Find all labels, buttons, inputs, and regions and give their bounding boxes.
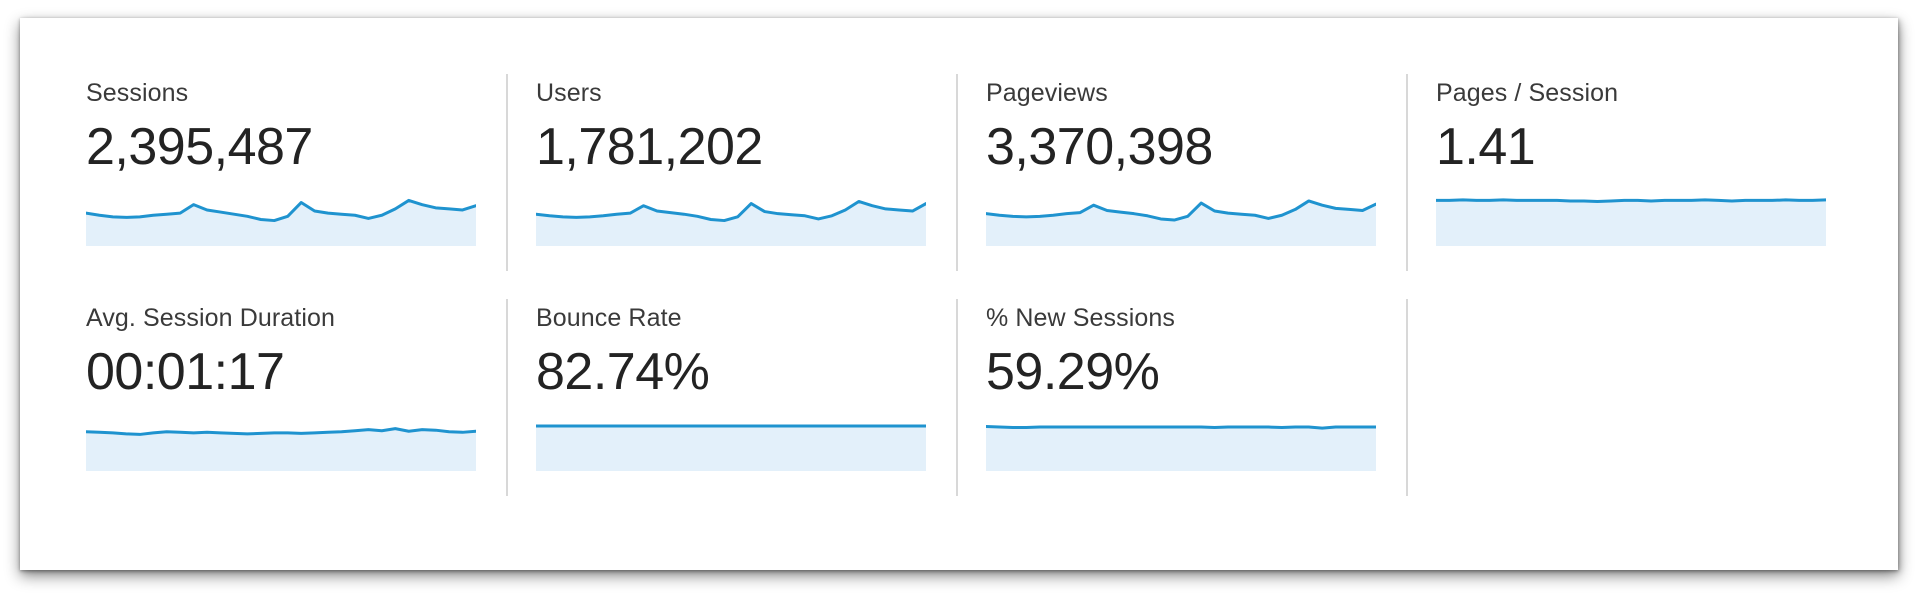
metric-card-sessions[interactable]: Sessions 2,395,487 [56,60,506,285]
metric-card-avg-session-duration[interactable]: Avg. Session Duration 00:01:17 [56,285,506,510]
metric-value: 00:01:17 [86,343,285,401]
metric-card-percent-new-sessions[interactable]: % New Sessions 59.29% [956,285,1406,510]
sparkline-chart [1436,190,1826,246]
metric-card-pages-per-session[interactable]: Pages / Session 1.41 [1406,60,1856,285]
metric-value: 82.74% [536,343,710,401]
metric-label: Bounce Rate [536,304,682,332]
sparkline-chart [986,190,1376,246]
sparkline-chart [86,190,476,246]
metric-value: 59.29% [986,343,1160,401]
metric-value: 1.41 [1436,118,1536,176]
metric-card-empty-slot [1406,285,1856,510]
metric-card-pageviews[interactable]: Pageviews 3,370,398 [956,60,1406,285]
metric-value: 1,781,202 [536,118,763,176]
metric-value: 3,370,398 [986,118,1213,176]
metric-card-bounce-rate[interactable]: Bounce Rate 82.74% [506,285,956,510]
metric-label: Avg. Session Duration [86,304,335,332]
metric-label: Users [536,79,602,107]
sparkline-chart [86,415,476,471]
metric-label: Pages / Session [1436,79,1619,107]
sparkline-chart [986,415,1376,471]
metric-label: % New Sessions [986,304,1175,332]
metric-grid: Sessions 2,395,487 Users 1,781,202 Pagev… [56,60,1856,510]
metric-value: 2,395,487 [86,118,313,176]
metrics-panel: Sessions 2,395,487 Users 1,781,202 Pagev… [20,18,1898,570]
sparkline-chart [536,190,926,246]
metric-label: Sessions [86,79,189,107]
sparkline-chart [536,415,926,471]
metric-label: Pageviews [986,79,1108,107]
metric-card-users[interactable]: Users 1,781,202 [506,60,956,285]
